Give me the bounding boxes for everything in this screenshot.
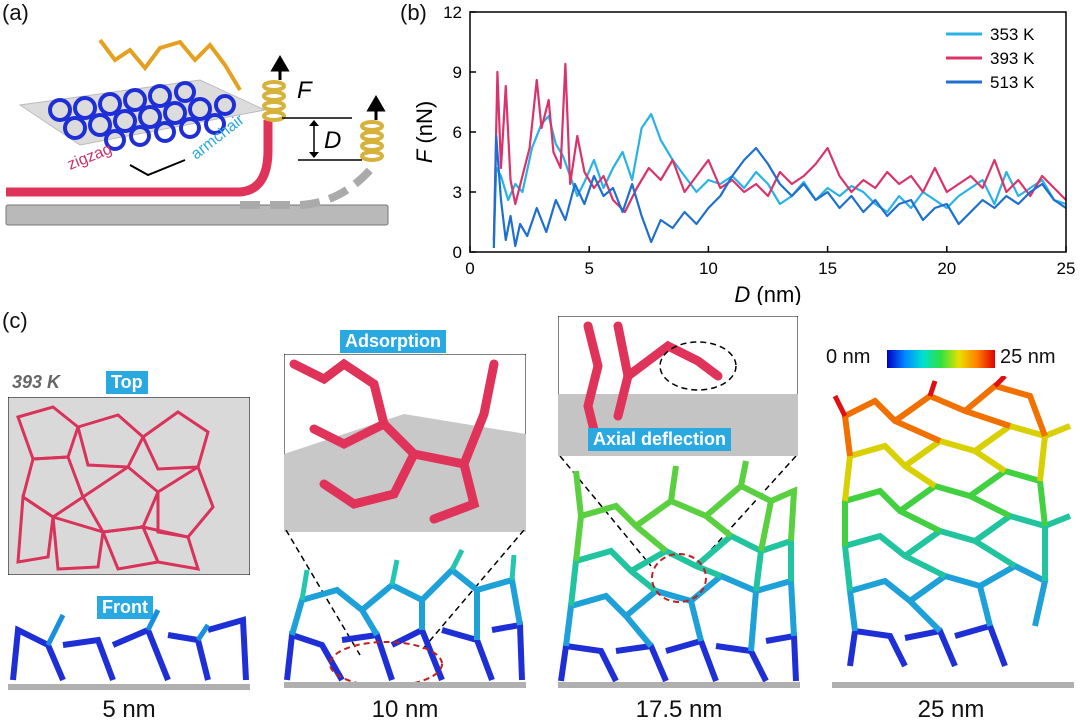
network-cells xyxy=(48,81,236,151)
adsorption-tag: Adsorption xyxy=(340,330,446,353)
y-tick-label: 12 xyxy=(443,3,462,22)
polymer-strip xyxy=(6,120,273,197)
x-axis-label: D (nm) xyxy=(734,282,801,305)
legend-label: 353 K xyxy=(990,25,1035,44)
top-view-tag: Top xyxy=(106,371,148,394)
legend-label: 393 K xyxy=(990,49,1035,68)
spring-left xyxy=(262,80,286,122)
y-axis-unit: (nN) xyxy=(412,101,437,150)
y-tick-label: 3 xyxy=(453,183,462,202)
dashed-strip xyxy=(240,167,373,209)
series-line-353-K xyxy=(492,112,1067,243)
x-axis-unit: (nm) xyxy=(750,282,801,305)
front-view-5nm xyxy=(8,608,250,690)
x-tick-label: 5 xyxy=(584,259,593,278)
distance-symbol: D xyxy=(324,127,341,154)
top-view-image xyxy=(8,397,250,575)
temperature-label: 393 K xyxy=(12,372,61,392)
y-axis-label: F (nN) xyxy=(412,101,437,163)
peeled-chain xyxy=(98,38,242,92)
x-tick-label: 0 xyxy=(465,259,474,278)
x-axis-symbol: D xyxy=(734,282,750,305)
y-tick-label: 9 xyxy=(453,63,462,82)
y-tick-label: 6 xyxy=(453,123,462,142)
force-symbol: F xyxy=(297,77,313,104)
x-tick-label: 15 xyxy=(818,259,837,278)
panel-a-schematic: F D zigzag armchair xyxy=(5,38,389,226)
colorbar-max-label: 25 nm xyxy=(1000,346,1056,368)
y-axis-symbol: F xyxy=(412,148,437,163)
front-view-tag: Front xyxy=(97,596,153,619)
colorbar xyxy=(887,350,995,368)
substrate-bar xyxy=(5,204,389,226)
arrow-icon xyxy=(270,55,386,120)
front-view-17nm xyxy=(558,456,800,688)
caption-10nm: 10 nm xyxy=(371,696,439,723)
x-tick-label: 20 xyxy=(937,259,956,278)
caption-5nm: 5 nm xyxy=(102,696,156,723)
x-tick-label: 10 xyxy=(699,259,718,278)
caption-25nm: 25 nm xyxy=(917,696,985,723)
panel-c-label: (c) xyxy=(2,308,28,333)
legend-label: 513 K xyxy=(990,73,1035,92)
y-tick-label: 0 xyxy=(453,243,462,262)
zigzag-label: zigzag xyxy=(65,141,114,174)
panel-a-label: (a) xyxy=(2,0,29,25)
caption-17nm: 17.5 nm xyxy=(635,696,723,723)
axial-deflection-tag: Axial deflection xyxy=(588,428,732,451)
front-view-10nm xyxy=(284,530,526,688)
panel-b-label: (b) xyxy=(400,0,427,25)
series-line-393-K xyxy=(492,62,1067,241)
colorbar-min-label: 0 nm xyxy=(826,346,871,368)
front-view-25nm xyxy=(832,376,1074,688)
spring-right xyxy=(360,120,384,162)
x-tick-label: 25 xyxy=(1057,259,1076,278)
series-line-513-K xyxy=(492,134,1067,249)
adsorption-zoom-image xyxy=(284,354,526,532)
